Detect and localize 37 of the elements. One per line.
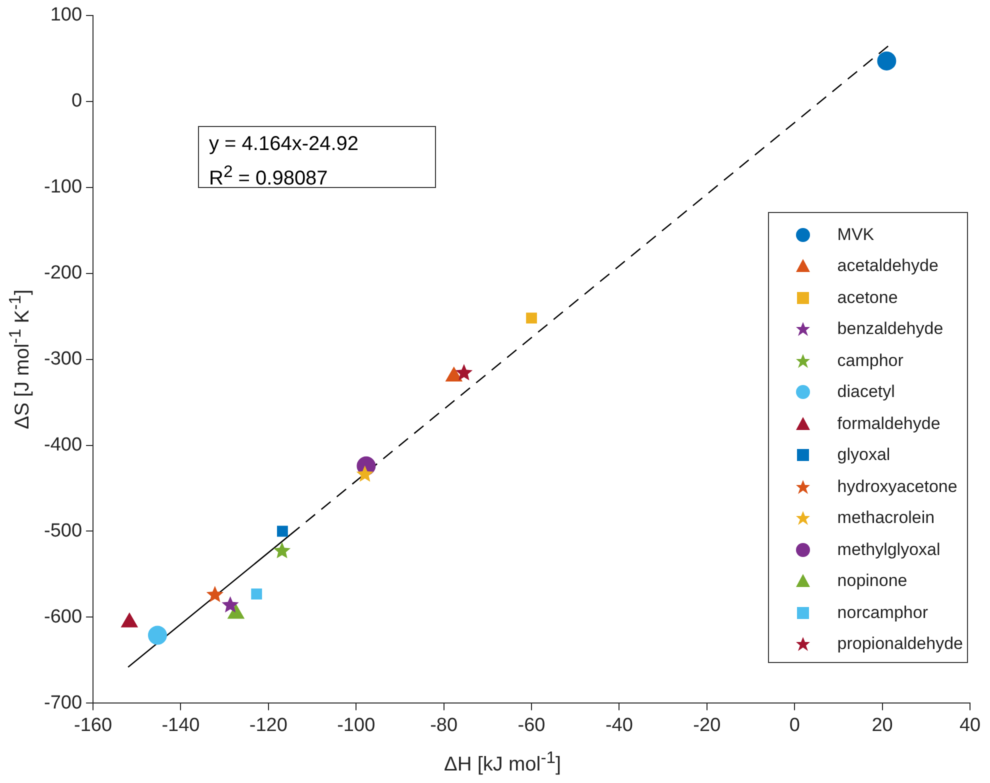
x-tick-label: -140 xyxy=(162,714,200,736)
y-tick-label: 100 xyxy=(50,4,82,26)
legend-label: acetone xyxy=(837,288,898,308)
legend-label: propionaldehyde xyxy=(837,634,963,654)
legend-label: norcamphor xyxy=(837,602,928,623)
x-tick-label: -120 xyxy=(249,714,288,736)
y-tick-label: -400 xyxy=(44,434,82,456)
legend-label: diacetyl xyxy=(837,382,895,402)
x-tick-label: 0 xyxy=(789,714,800,736)
y-tick-label: -200 xyxy=(44,262,82,284)
x-tick-label: 40 xyxy=(959,714,981,736)
legend-label: formaldehyde xyxy=(837,414,940,434)
legend-label: acetaldehyde xyxy=(837,256,938,276)
x-tick-label: 20 xyxy=(872,714,893,736)
x-tick-label: -40 xyxy=(605,714,633,736)
x-tick-label: -60 xyxy=(518,714,546,736)
legend-label: MVK xyxy=(837,224,874,245)
y-tick-label: -100 xyxy=(44,176,82,198)
equation-box: y = 4.164x-24.92 R$^{2}$ = 0.98087 xyxy=(198,126,436,188)
x-tick-label: -20 xyxy=(693,714,721,736)
x-tick-label: -160 xyxy=(74,714,112,736)
y-tick-label: -700 xyxy=(44,692,82,714)
legend-label: glyoxal xyxy=(837,445,890,466)
x-tick-label: -80 xyxy=(430,714,458,736)
x-axis-title: ΔH [kJ mol$^{-1}$] xyxy=(444,748,562,777)
legend-label: methylglyoxal xyxy=(837,540,940,560)
y-tick-label: -600 xyxy=(44,606,82,628)
legend-label: hydroxyacetone xyxy=(837,476,958,497)
y-tick-label: -500 xyxy=(44,520,82,542)
annotation: y = 4.164x-24.92 xyxy=(209,132,360,157)
y-tick-label: -300 xyxy=(44,348,82,370)
legend-label: methacrolein xyxy=(837,508,935,528)
y-tick-label: 0 xyxy=(71,90,82,112)
legend-label: benzaldehyde xyxy=(837,319,944,340)
legend-label: nopinone xyxy=(837,571,908,592)
legend-label: camphor xyxy=(837,350,904,371)
x-tick-label: -100 xyxy=(337,714,376,736)
